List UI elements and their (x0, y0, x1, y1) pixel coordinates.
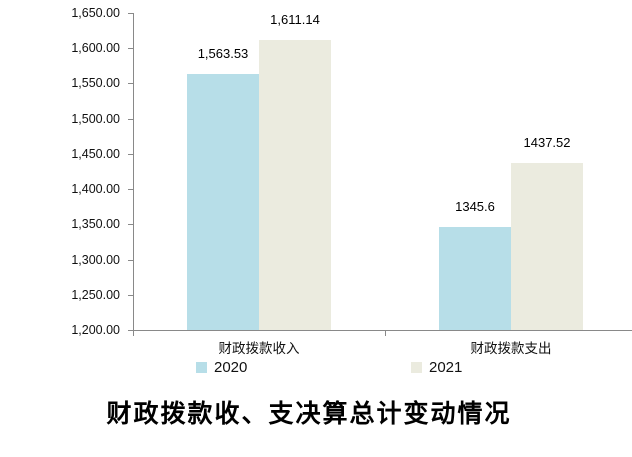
bar-value-label: 1,611.14 (270, 12, 320, 28)
y-axis-tick-label: 1,350.00 (71, 217, 120, 232)
legend-swatch-2020 (196, 361, 207, 373)
chart-title: 财政拨款收、支决算总计变动情况 (106, 399, 512, 428)
y-axis-tick-label: 1,550.00 (71, 76, 120, 91)
category-label-income: 财政拨款收入 (218, 341, 300, 356)
y-axis-tick-label: 1,600.00 (71, 41, 120, 56)
y-axis-tick (128, 294, 133, 296)
bar-value-label: 1345.6 (455, 199, 495, 215)
y-axis-tick (128, 48, 133, 50)
x-axis-tick (133, 331, 134, 336)
y-axis-tick (128, 13, 133, 14)
y-axis-tick (128, 189, 133, 191)
y-axis-tick-label: 1,400.00 (71, 182, 120, 197)
bar-2020-财政拨款收入 (187, 73, 259, 330)
bar-2021-财政拨款收入 (259, 40, 331, 330)
category-label-expenditure: 财政拨款支出 (470, 341, 552, 356)
y-axis-tick-label: 1,450.00 (71, 146, 120, 161)
y-axis-tick-label: 1,250.00 (71, 287, 120, 302)
y-axis-tick (128, 118, 133, 120)
y-axis-tick-label: 1,300.00 (71, 252, 120, 267)
legend-swatch-2021 (411, 361, 422, 373)
y-axis-tick (128, 224, 133, 226)
legend-label-2021: 2021 (429, 358, 463, 376)
bar-2020-财政拨款支出 (439, 227, 511, 330)
bar-value-label: 1,563.53 (197, 45, 249, 61)
x-axis-tick (385, 331, 386, 336)
y-axis-tick-label: 1,500.00 (71, 111, 120, 126)
x-axis-line (133, 330, 632, 331)
y-axis-tick (128, 153, 133, 155)
legend-item-2021: 2021 (411, 358, 462, 376)
y-axis-tick (128, 259, 133, 261)
y-axis-tick (128, 83, 133, 85)
bar-value-label: 1437.52 (523, 134, 571, 150)
y-axis-tick-label: 1,200.00 (71, 323, 120, 337)
y-axis-tick-label: 1,650.00 (71, 6, 120, 20)
legend-label-2020: 2020 (214, 358, 248, 376)
y-axis-tick (128, 330, 133, 331)
y-axis-line (133, 13, 134, 331)
legend-item-2020: 2020 (196, 358, 247, 376)
bar-2021-财政拨款支出 (511, 162, 583, 330)
